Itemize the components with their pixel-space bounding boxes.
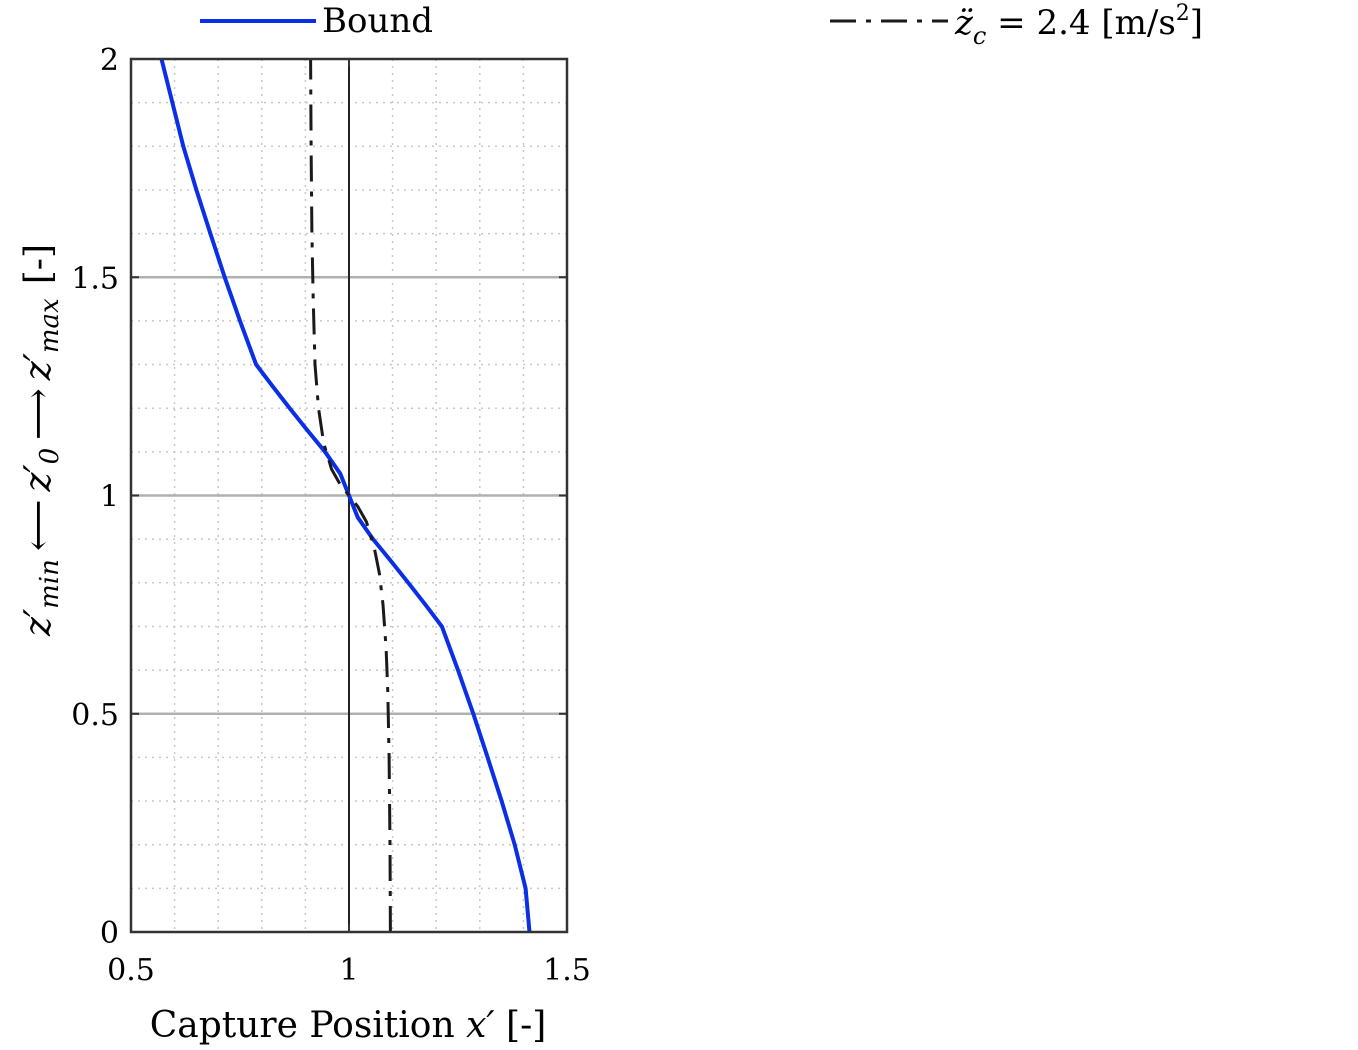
tick-layer: 0.5 1 1.500.511.52: [71, 43, 591, 988]
y-tick-label: 1.5: [71, 261, 119, 296]
x-tick-label: 1.5: [543, 953, 591, 988]
legend-label-acceleration: z̈c = 2.4 [m/s2]: [954, 1, 1203, 50]
legend-label-bound: Bound: [322, 1, 433, 41]
svg-text:z′min⟵z′0⟶z′max[-]: z′min⟵z′0⟶z′max[-]: [18, 244, 65, 637]
legend: Bound z̈c = 2.4 [m/s2]: [200, 1, 1203, 50]
x-tick-label: 1: [339, 953, 358, 988]
y-tick-label: 0.5: [71, 698, 119, 733]
x-tick-label: 0.5: [107, 953, 155, 988]
x-axis-label: Capture Position x′ [-]: [150, 1005, 547, 1046]
y-tick-label: 1: [100, 480, 119, 515]
y-axis-label: z′min⟵z′0⟶z′max[-]: [18, 244, 65, 637]
y-tick-label: 2: [100, 43, 119, 78]
y-tick-label: 0: [100, 916, 119, 951]
